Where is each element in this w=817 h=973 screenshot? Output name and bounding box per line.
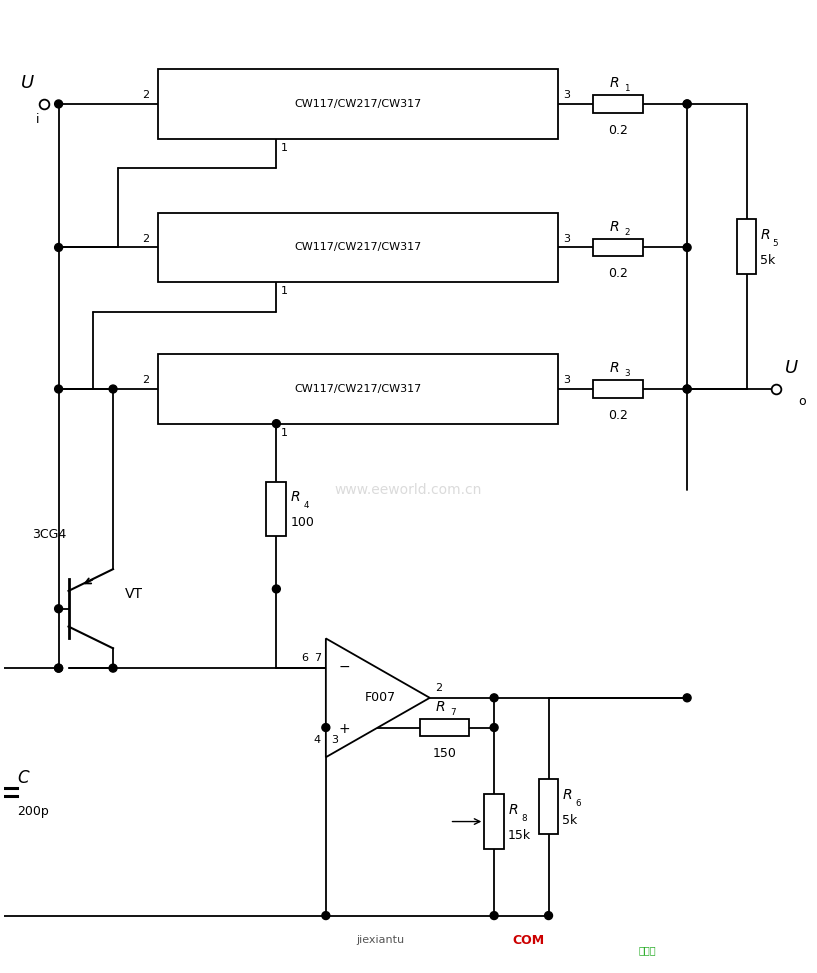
- Text: $R$: $R$: [761, 228, 770, 241]
- Circle shape: [55, 605, 63, 613]
- Bar: [593, 380, 643, 398]
- Text: $R$: $R$: [435, 700, 444, 713]
- Circle shape: [109, 385, 117, 393]
- Circle shape: [272, 419, 280, 427]
- Circle shape: [683, 243, 691, 251]
- Text: 200p: 200p: [17, 805, 49, 818]
- Circle shape: [683, 385, 691, 393]
- Text: 6: 6: [301, 653, 308, 664]
- Circle shape: [55, 665, 63, 672]
- Bar: [158, 354, 559, 423]
- Text: 3: 3: [564, 234, 570, 243]
- Text: F007: F007: [364, 692, 396, 704]
- Circle shape: [272, 585, 280, 593]
- Text: $_4$: $_4$: [303, 498, 310, 511]
- Text: 1: 1: [281, 286, 288, 296]
- Circle shape: [683, 100, 691, 108]
- Text: $_{2}$: $_{2}$: [624, 225, 631, 237]
- Text: $_5$: $_5$: [772, 236, 779, 249]
- Circle shape: [545, 912, 552, 919]
- Text: $-$: $-$: [337, 659, 350, 673]
- Text: 2: 2: [142, 234, 150, 243]
- Text: jiexiantu: jiexiantu: [356, 935, 404, 946]
- Text: $R$: $R$: [290, 489, 301, 504]
- Text: 1: 1: [281, 142, 288, 153]
- Text: www.eeworld.com.cn: www.eeworld.com.cn: [334, 483, 482, 497]
- Text: $R$: $R$: [609, 76, 619, 90]
- Text: $C$: $C$: [17, 769, 30, 787]
- Text: 0.2: 0.2: [608, 409, 627, 422]
- Text: $\rm{o}$: $\rm{o}$: [798, 395, 807, 408]
- Text: $U$: $U$: [20, 74, 34, 92]
- Text: $_7$: $_7$: [450, 704, 457, 718]
- Circle shape: [55, 243, 63, 251]
- Polygon shape: [326, 638, 430, 757]
- Text: 2: 2: [142, 90, 150, 100]
- Text: 7: 7: [314, 653, 321, 664]
- Circle shape: [0, 912, 3, 919]
- Circle shape: [490, 912, 498, 919]
- Text: $U$: $U$: [784, 359, 799, 378]
- Text: VT: VT: [125, 587, 143, 601]
- Text: CW117/CW217/CW317: CW117/CW217/CW317: [294, 242, 422, 252]
- Bar: [593, 238, 643, 256]
- Text: 1: 1: [281, 427, 288, 438]
- Bar: [158, 69, 559, 138]
- Text: $R$: $R$: [609, 361, 619, 376]
- Text: 4: 4: [314, 736, 321, 745]
- Bar: [266, 482, 286, 536]
- Text: $R$: $R$: [508, 803, 518, 816]
- Circle shape: [683, 100, 691, 108]
- Circle shape: [683, 385, 691, 393]
- Circle shape: [490, 694, 498, 702]
- Text: 技佳图: 技佳图: [639, 945, 656, 955]
- Text: $_{1}$: $_{1}$: [624, 81, 632, 94]
- Text: $+$: $+$: [337, 723, 350, 737]
- Bar: [538, 779, 559, 834]
- Bar: [593, 95, 643, 113]
- Text: CW117/CW217/CW317: CW117/CW217/CW317: [294, 384, 422, 394]
- Text: 3CG4: 3CG4: [32, 528, 66, 541]
- Text: 0.2: 0.2: [608, 268, 627, 280]
- Text: 5k: 5k: [761, 254, 775, 267]
- Text: $_{3}$: $_{3}$: [624, 366, 632, 379]
- Bar: [420, 719, 470, 737]
- Circle shape: [55, 100, 63, 108]
- Text: $_8$: $_8$: [521, 811, 528, 824]
- Text: 0.2: 0.2: [608, 124, 627, 137]
- Text: COM: COM: [513, 934, 545, 947]
- Text: 3: 3: [564, 375, 570, 385]
- Text: $\rm{i}$: $\rm{i}$: [34, 112, 39, 126]
- Circle shape: [322, 724, 330, 732]
- Text: 5k: 5k: [562, 814, 578, 827]
- Text: $R$: $R$: [609, 220, 619, 234]
- Circle shape: [55, 665, 63, 672]
- Bar: [484, 794, 504, 848]
- Text: 3: 3: [564, 90, 570, 100]
- Text: $R$: $R$: [562, 788, 573, 802]
- Bar: [158, 213, 559, 282]
- Text: 150: 150: [433, 747, 457, 760]
- Circle shape: [490, 724, 498, 732]
- Bar: [737, 219, 757, 273]
- Circle shape: [109, 665, 117, 672]
- Text: 2: 2: [142, 375, 150, 385]
- Text: 2: 2: [435, 683, 442, 693]
- Text: $_6$: $_6$: [575, 796, 583, 810]
- Text: 3: 3: [331, 736, 337, 745]
- Circle shape: [55, 385, 63, 393]
- Circle shape: [683, 694, 691, 702]
- Text: 100: 100: [290, 516, 314, 529]
- Text: CW117/CW217/CW317: CW117/CW217/CW317: [294, 99, 422, 109]
- Circle shape: [322, 912, 330, 919]
- Text: 15k: 15k: [508, 829, 531, 842]
